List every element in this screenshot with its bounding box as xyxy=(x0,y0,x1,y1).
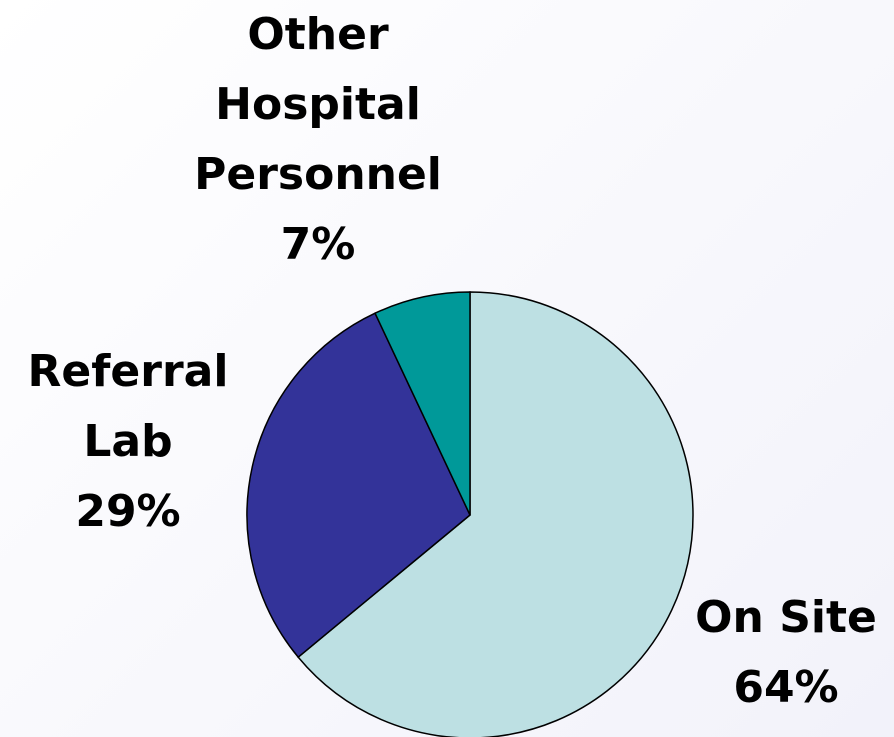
slice-label: Referral Lab 29% xyxy=(8,337,248,547)
slice-label: On Site 64% xyxy=(680,583,892,723)
category-label: On Site xyxy=(695,592,877,643)
value-label: 64% xyxy=(733,662,839,713)
slice-label: Other Hospital Personnel 7% xyxy=(168,0,468,280)
pie-slice xyxy=(374,291,471,516)
category-label: Referral Lab xyxy=(27,346,229,467)
category-label: Other Hospital Personnel xyxy=(194,9,442,200)
value-label: 7% xyxy=(280,219,356,270)
value-label: 29% xyxy=(75,486,181,537)
pie-slice xyxy=(297,291,694,737)
pie-slice xyxy=(246,312,471,659)
